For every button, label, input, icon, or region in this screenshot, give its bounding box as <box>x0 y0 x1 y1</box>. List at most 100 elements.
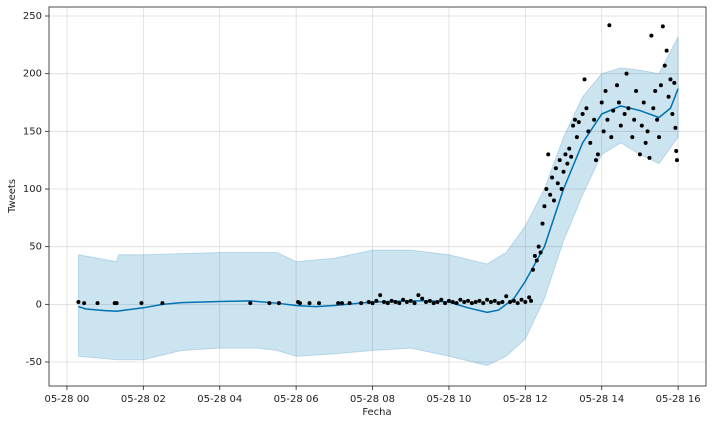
observation-point <box>641 100 646 105</box>
observation-point <box>454 301 459 306</box>
observation-point <box>401 297 406 302</box>
x-tick-label: 05-28 00 <box>44 394 89 405</box>
x-axis-label: Fecha <box>362 407 391 418</box>
observation-point <box>603 88 608 93</box>
observation-point <box>576 120 581 125</box>
observation-point <box>658 83 663 88</box>
observation-point <box>420 296 425 301</box>
observation-point <box>450 300 455 305</box>
observation-point <box>530 267 535 272</box>
y-tick-label: 0 <box>36 299 42 310</box>
observation-point <box>544 187 549 192</box>
observation-point <box>555 181 560 186</box>
observation-point <box>488 300 493 305</box>
observation-point <box>649 33 654 38</box>
y-tick-label: 200 <box>23 69 42 80</box>
observation-point <box>446 298 451 303</box>
observation-point <box>574 135 579 140</box>
data <box>76 23 679 366</box>
observation-point <box>572 117 577 122</box>
y-tick-label: 150 <box>23 126 42 137</box>
observation-point <box>565 161 570 166</box>
x-tick-label: 05-28 16 <box>656 394 701 405</box>
uncertainty-band <box>77 36 679 366</box>
plot-frame <box>48 6 707 387</box>
observation-point <box>595 152 600 157</box>
observation-point <box>607 23 612 28</box>
observation-point <box>317 301 322 306</box>
observation-point <box>651 106 656 111</box>
observation-point <box>469 301 474 306</box>
observation-point <box>672 80 677 85</box>
observation-point <box>614 83 619 88</box>
observation-point <box>381 300 386 305</box>
observation-point <box>588 140 593 145</box>
observation-point <box>114 301 119 306</box>
observation-point <box>416 293 421 298</box>
observation-point <box>359 301 364 306</box>
observation-point <box>431 301 436 306</box>
observation-point <box>622 112 627 117</box>
observation-point <box>82 301 87 306</box>
observation-point <box>297 301 302 306</box>
x-tick-label: 05-28 08 <box>350 394 395 405</box>
observation-point <box>397 301 402 306</box>
plot-area <box>49 7 706 386</box>
observation-point <box>347 301 352 306</box>
observation-point <box>553 166 558 171</box>
observation-point <box>550 175 555 180</box>
observation-point <box>366 300 371 305</box>
observation-point <box>540 221 545 226</box>
observation-point <box>582 77 587 82</box>
observation-point <box>492 298 497 303</box>
grid <box>49 7 706 386</box>
observation-point <box>532 253 537 258</box>
observation-point <box>616 100 621 105</box>
observation-point <box>458 297 463 302</box>
observation-point <box>618 123 623 128</box>
observation-point <box>139 301 144 306</box>
observation-point <box>580 112 585 117</box>
y-tick-label: -50 <box>26 357 42 368</box>
observation-point <box>653 88 658 93</box>
observation-point <box>307 301 312 306</box>
observation-point <box>673 125 678 130</box>
observation-point <box>515 301 520 306</box>
observation-point <box>519 297 524 302</box>
observation-point <box>655 117 660 122</box>
observation-point <box>389 298 394 303</box>
observation-point <box>443 301 448 306</box>
observation-point <box>95 301 100 306</box>
observation-point <box>378 293 383 298</box>
observation-point <box>639 123 644 128</box>
observation-point <box>534 258 539 263</box>
observation-point <box>336 301 341 306</box>
observation-point <box>668 77 673 82</box>
observation-point <box>404 300 409 305</box>
observation-point <box>666 94 671 99</box>
observation-point <box>504 294 509 299</box>
observation-point <box>626 106 631 111</box>
observation-point <box>557 158 562 163</box>
observation-point <box>657 135 662 140</box>
observation-point <box>393 300 398 305</box>
observation-point <box>477 298 482 303</box>
observation-point <box>584 106 589 111</box>
observation-point <box>339 301 344 306</box>
observation-point <box>674 158 679 163</box>
y-tick-label: 50 <box>29 242 42 253</box>
observation-point <box>248 301 253 306</box>
observation-point <box>481 301 486 306</box>
observation-point <box>424 300 429 305</box>
x-tick-label: 05-28 06 <box>274 394 319 405</box>
observation-point <box>427 298 432 303</box>
observation-point <box>571 123 576 128</box>
observation-point <box>561 169 566 174</box>
observation-point <box>551 198 556 203</box>
observation-point <box>670 112 675 117</box>
x-tick-label: 05-28 14 <box>579 394 624 405</box>
observation-point <box>439 297 444 302</box>
y-tick-label: 100 <box>23 184 42 195</box>
axes: 05-28 00 05-28 02 05-28 04 05-28 06 05-28 08… <box>23 11 701 405</box>
